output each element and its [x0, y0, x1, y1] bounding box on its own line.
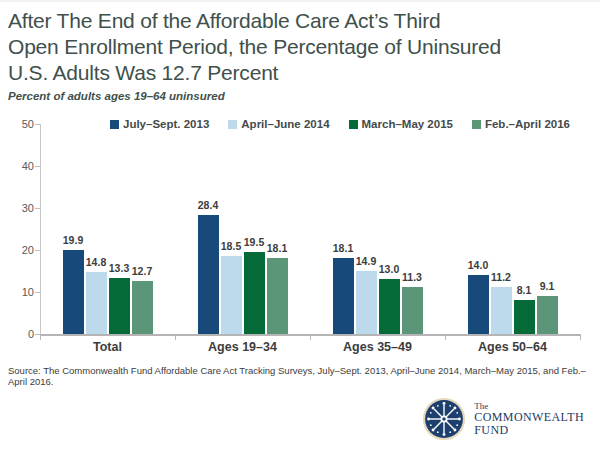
source-note: Source: The Commonwealth Fund Affordable… [8, 365, 596, 387]
commonwealth-fund-logo: The COMMONWEALTH FUND [422, 397, 584, 441]
bar-July–Sept. 2013-Ages 19–34 [198, 215, 219, 334]
logo-emblem-icon [422, 397, 466, 441]
y-axis-label: 20 [6, 244, 34, 256]
bar-value-label: 11.3 [402, 271, 422, 283]
bar-cell: 28.4 [198, 215, 219, 334]
y-axis-label: 40 [6, 160, 34, 172]
bar-value-label: 19.5 [244, 236, 264, 248]
slide: After The End of the Affordable Care Act… [0, 0, 600, 450]
bar-value-label: 18.5 [221, 240, 241, 252]
bar-March–May 2015-Ages 19–34 [244, 252, 265, 334]
x-axis-tick [580, 336, 581, 340]
bar-Feb.–April 2016-Ages 19–34 [267, 258, 288, 334]
bar-row: 14.011.28.19.1 [445, 124, 580, 334]
bar-value-label: 14.9 [356, 255, 376, 267]
bar-value-label: 13.0 [379, 263, 399, 275]
logo-text: The COMMONWEALTH FUND [474, 402, 584, 437]
bar-cell: 18.5 [221, 256, 242, 334]
chart-header: After The End of the Affordable Care Act… [8, 8, 592, 102]
bar-value-label: 19.9 [63, 234, 83, 246]
bar-cell: 14.8 [86, 272, 107, 334]
bar-March–May 2015-Total [109, 278, 130, 334]
title-line-2: Open Enrollment Period, the Percentage o… [8, 34, 592, 60]
category-label: Ages 35–49 [310, 340, 445, 354]
bar-cell: 14.9 [356, 271, 377, 334]
bar-group-3: 14.011.28.19.1Ages 50–64 [445, 124, 580, 334]
bar-April–June 2014-Total [86, 272, 107, 334]
page-title: After The End of the Affordable Care Act… [8, 8, 592, 86]
bar-group-2: 18.114.913.011.3Ages 35–49 [310, 124, 445, 334]
bar-value-label: 18.1 [267, 242, 287, 254]
bar-value-label: 14.8 [86, 256, 106, 268]
bar-row: 28.418.519.518.1 [175, 124, 310, 334]
category-label: Ages 19–34 [175, 340, 310, 354]
bar-value-label: 12.7 [132, 265, 152, 277]
bar-value-label: 13.3 [109, 262, 129, 274]
logo-line-fund: FUND [474, 424, 584, 437]
bar-March–May 2015-Ages 50–64 [514, 300, 535, 334]
bar-cell: 18.1 [333, 258, 354, 334]
x-axis-tick [40, 336, 41, 340]
bar-March–May 2015-Ages 35–49 [379, 279, 400, 334]
bar-value-label: 11.2 [491, 271, 511, 283]
bar-chart: July–Sept. 2013April–June 2014March–May … [0, 112, 600, 357]
bar-value-label: 8.1 [517, 284, 532, 296]
bar-cell: 13.0 [379, 279, 400, 334]
bar-Feb.–April 2016-Total [132, 281, 153, 334]
bar-row: 19.914.813.312.7 [40, 124, 175, 334]
bar-value-label: 18.1 [333, 242, 353, 254]
bar-April–June 2014-Ages 50–64 [491, 287, 512, 334]
x-axis-tick [445, 336, 446, 340]
bar-April–June 2014-Ages 19–34 [221, 256, 242, 334]
category-label: Total [40, 340, 175, 354]
bar-value-label: 14.0 [468, 259, 488, 271]
bar-value-label: 9.1 [540, 280, 555, 292]
bar-value-label: 28.4 [198, 199, 218, 211]
y-axis-label: 10 [6, 286, 34, 298]
bar-cell: 14.0 [468, 275, 489, 334]
x-axis-tick [175, 336, 176, 340]
bar-July–Sept. 2013-Total [63, 250, 84, 334]
bar-row: 18.114.913.011.3 [310, 124, 445, 334]
bar-April–June 2014-Ages 35–49 [356, 271, 377, 334]
bar-cell: 11.2 [491, 287, 512, 334]
bar-cell: 19.9 [63, 250, 84, 334]
bar-July–Sept. 2013-Ages 50–64 [468, 275, 489, 334]
y-axis-label: 30 [6, 202, 34, 214]
bar-group-1: 28.418.519.518.1Ages 19–34 [175, 124, 310, 334]
bar-group-0: 19.914.813.312.7Total [40, 124, 175, 334]
bar-July–Sept. 2013-Ages 35–49 [333, 258, 354, 334]
bar-cell: 18.1 [267, 258, 288, 334]
bar-cell: 8.1 [514, 300, 535, 334]
category-label: Ages 50–64 [445, 340, 580, 354]
chart-subtitle: Percent of adults ages 19–64 uninsured [8, 90, 592, 102]
title-line-3: U.S. Adults Was 12.7 Percent [8, 60, 592, 86]
bar-cell: 12.7 [132, 281, 153, 334]
y-axis-label: 50 [6, 118, 34, 130]
logo-line-commonwealth: COMMONWEALTH [474, 411, 584, 424]
x-axis-tick [310, 336, 311, 340]
title-line-1: After The End of the Affordable Care Act… [8, 8, 592, 34]
bar-cell: 9.1 [537, 296, 558, 334]
y-axis-label: 0 [6, 328, 34, 340]
bar-Feb.–April 2016-Ages 50–64 [537, 296, 558, 334]
bar-Feb.–April 2016-Ages 35–49 [402, 287, 423, 334]
bar-cell: 13.3 [109, 278, 130, 334]
bar-cell: 19.5 [244, 252, 265, 334]
bar-cell: 11.3 [402, 287, 423, 334]
